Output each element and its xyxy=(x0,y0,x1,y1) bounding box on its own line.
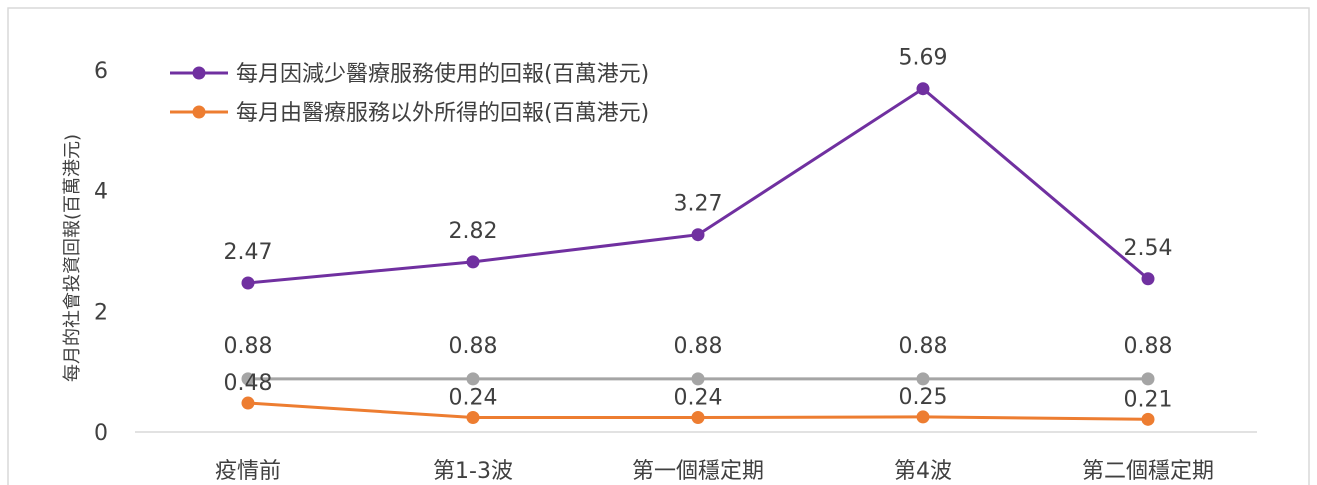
series-1-labels: 0.48 0.24 0.24 0.25 0.21 xyxy=(224,371,1173,412)
data-label: 0.48 xyxy=(224,371,273,396)
series-2 xyxy=(241,372,1155,386)
y-tick-label: 0 xyxy=(94,421,108,446)
data-point xyxy=(691,372,705,386)
data-label: 0.24 xyxy=(449,386,498,411)
data-point xyxy=(241,372,255,386)
legend-label: 每月因減少醫療服務使用的回報(百萬港元) xyxy=(236,62,649,87)
data-label: 0.88 xyxy=(224,334,273,359)
data-label: 0.25 xyxy=(899,385,948,410)
data-point xyxy=(241,276,255,290)
series-0-labels: 2.47 2.82 3.27 5.69 2.54 xyxy=(224,46,1173,265)
data-label: 0.88 xyxy=(449,334,498,359)
data-point xyxy=(1141,412,1155,426)
data-label: 2.82 xyxy=(449,219,498,244)
series-0 xyxy=(241,82,1155,290)
data-point xyxy=(241,396,255,410)
data-point xyxy=(691,228,705,242)
data-point xyxy=(466,255,480,269)
data-label: 0.88 xyxy=(674,334,723,359)
data-label: 2.47 xyxy=(224,240,273,265)
chart-border xyxy=(7,7,1310,485)
data-point xyxy=(916,82,930,96)
legend-label: 每月由醫療服務以外所得的回報(百萬港元) xyxy=(236,101,649,126)
y-tick-label: 4 xyxy=(94,180,108,205)
data-label: 2.54 xyxy=(1124,236,1173,261)
legend-item-0: 每月因減少醫療服務使用的回報(百萬港元) xyxy=(170,62,649,87)
x-axis-ticks: 疫情前 第1-3波 第一個穩定期 第4波 第二個穩定期 xyxy=(215,459,1214,484)
y-axis-ticks: 0 2 4 6 xyxy=(94,59,108,446)
legend-item-1: 每月由醫療服務以外所得的回報(百萬港元) xyxy=(170,101,649,126)
data-label: 3.27 xyxy=(674,192,723,217)
data-point xyxy=(1141,272,1155,286)
x-tick-label: 第二個穩定期 xyxy=(1082,459,1214,484)
y-tick-label: 6 xyxy=(94,59,108,84)
data-label: 0.21 xyxy=(1124,387,1173,412)
data-label: 0.88 xyxy=(1124,334,1173,359)
legend-marker xyxy=(192,105,206,119)
y-axis-label: 每月的社會投資回報(百萬港元) xyxy=(62,134,83,382)
data-point xyxy=(916,372,930,386)
x-tick-label: 第4波 xyxy=(894,459,952,484)
series-layer: 0.88 0.88 0.88 0.88 0.88 0.48 0.24 0.24 0.25 0.21… xyxy=(224,46,1173,426)
x-tick-label: 疫情前 xyxy=(215,459,281,484)
data-point xyxy=(466,411,480,425)
series-2-labels: 0.88 0.88 0.88 0.88 0.88 xyxy=(224,334,1173,359)
x-tick-label: 第一個穩定期 xyxy=(632,459,764,484)
data-label: 5.69 xyxy=(899,46,948,71)
x-tick-label: 第1-3波 xyxy=(433,459,513,484)
data-point xyxy=(916,410,930,424)
data-point xyxy=(466,372,480,386)
legend-marker xyxy=(192,66,206,80)
data-label: 0.88 xyxy=(899,334,948,359)
data-label: 0.24 xyxy=(674,386,723,411)
y-tick-label: 2 xyxy=(94,300,108,325)
series-1 xyxy=(241,396,1155,426)
data-point xyxy=(691,411,705,425)
data-point xyxy=(1141,372,1155,386)
legend: 每月因減少醫療服務使用的回報(百萬港元) 每月由醫療服務以外所得的回報(百萬港元) xyxy=(170,62,649,126)
